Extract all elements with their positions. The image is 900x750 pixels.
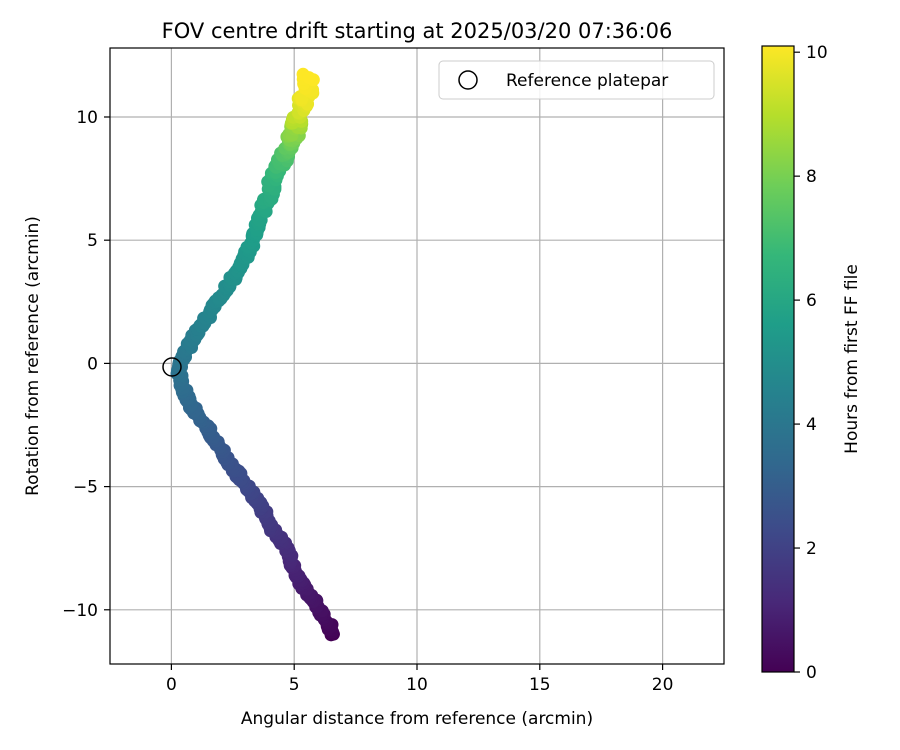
legend-marker-icon (458, 70, 478, 90)
x-tick-label: 15 (529, 675, 551, 695)
legend-label: Reference platepar (506, 71, 668, 91)
colorbar-tick-label: 10 (806, 43, 828, 63)
y-tick-label: −10 (62, 601, 98, 621)
colorbar-ticks: 0 2 4 6 8 10 (794, 43, 828, 683)
x-tick-label: 20 (652, 675, 674, 695)
colorbar-label: Hours from first FF file (842, 264, 862, 454)
colorbar-tick-label: 4 (806, 415, 817, 435)
reference-point-marker (162, 357, 182, 377)
y-axis-ticks: −10 −5 0 5 10 (62, 108, 110, 621)
y-tick-label: 0 (87, 354, 98, 374)
scatter-point (302, 71, 316, 85)
x-axis-label: Angular distance from reference (arcmin) (241, 709, 593, 729)
y-tick-label: 10 (76, 108, 98, 128)
chart-title: FOV centre drift starting at 2025/03/20 … (162, 19, 673, 43)
scatter-points (170, 67, 340, 642)
x-tick-label: 5 (289, 675, 300, 695)
colorbar-gradient (761, 45, 795, 673)
colorbar-tick-label: 6 (806, 291, 817, 311)
colorbar-tick-label: 2 (806, 539, 817, 559)
y-axis-label: Rotation from reference (arcmin) (23, 216, 43, 496)
x-tick-label: 10 (406, 675, 428, 695)
x-tick-label: 0 (166, 675, 177, 695)
y-tick-label: −5 (73, 478, 98, 498)
y-tick-label: 5 (87, 231, 98, 251)
legend-box (438, 60, 715, 100)
x-axis-ticks: 0 5 10 15 20 (166, 664, 673, 695)
colorbar: 0 2 4 6 8 10 Hours from first FF file (761, 43, 862, 683)
colorbar-tick-label: 0 (806, 663, 817, 683)
legend: Reference platepar (438, 60, 715, 100)
grid-lines (110, 48, 724, 664)
colorbar-tick-label: 8 (806, 167, 817, 187)
